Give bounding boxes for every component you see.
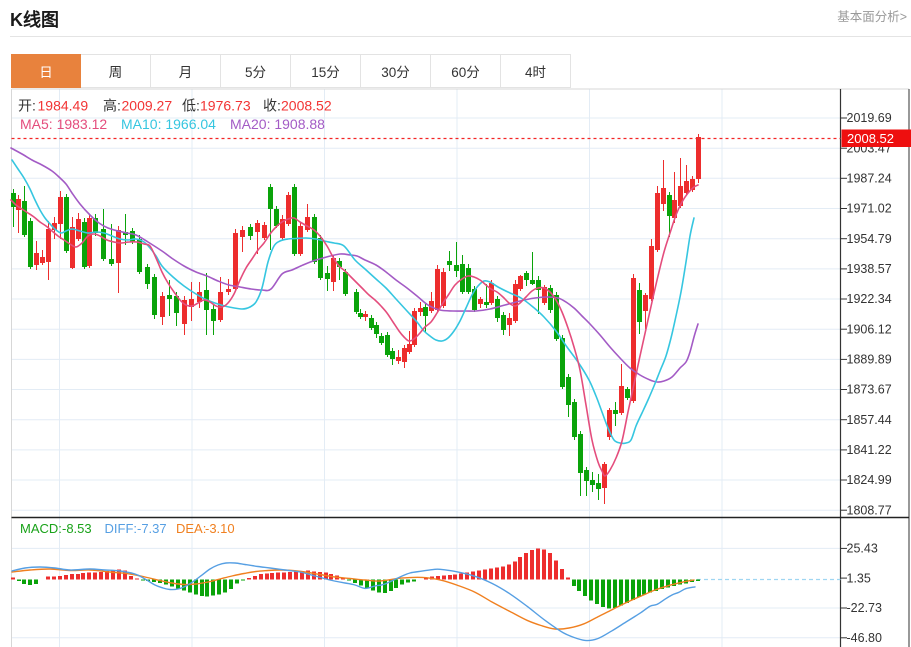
svg-text:-8.53: -8.53 [62, 521, 92, 536]
svg-text:低:: 低: [182, 98, 200, 114]
svg-text:25.43: 25.43 [847, 542, 878, 556]
svg-text:1906.12: 1906.12 [847, 322, 892, 336]
svg-text:MA5: 1983.12: MA5: 1983.12 [20, 116, 107, 132]
svg-text:MACD:: MACD: [20, 521, 62, 536]
svg-text:1922.34: 1922.34 [847, 292, 892, 306]
svg-text:MA10: 1966.04: MA10: 1966.04 [121, 116, 216, 132]
svg-text:2008.52: 2008.52 [281, 98, 332, 114]
svg-text:1.35: 1.35 [847, 571, 871, 585]
svg-text:MA20: 1908.88: MA20: 1908.88 [230, 116, 325, 132]
svg-text:1984.49: 1984.49 [38, 98, 89, 114]
svg-text:1841.22: 1841.22 [847, 443, 892, 457]
svg-text:1824.99: 1824.99 [847, 473, 892, 487]
svg-text:1938.57: 1938.57 [847, 262, 892, 276]
svg-text:高:: 高: [103, 98, 121, 114]
svg-text:1987.24: 1987.24 [847, 172, 892, 186]
svg-text:-46.80: -46.80 [847, 631, 882, 645]
svg-text:DEA:: DEA: [176, 521, 206, 536]
svg-text:1889.89: 1889.89 [847, 353, 892, 367]
svg-text:1873.67: 1873.67 [847, 383, 892, 397]
svg-text:-3.10: -3.10 [205, 521, 235, 536]
svg-text:2009.27: 2009.27 [122, 98, 173, 114]
svg-text:1954.79: 1954.79 [847, 232, 892, 246]
svg-text:1808.77: 1808.77 [847, 503, 892, 517]
svg-text:1976.73: 1976.73 [200, 98, 251, 114]
svg-text:-7.37: -7.37 [137, 521, 167, 536]
svg-text:1971.02: 1971.02 [847, 202, 892, 216]
svg-text:开:: 开: [18, 98, 36, 114]
svg-text:收:: 收: [263, 98, 281, 114]
svg-text:-22.73: -22.73 [847, 601, 882, 615]
svg-text:2019.69: 2019.69 [847, 111, 892, 125]
svg-text:DIFF:: DIFF: [105, 521, 138, 536]
svg-text:1857.44: 1857.44 [847, 413, 892, 427]
svg-text:2008.52: 2008.52 [847, 131, 894, 146]
